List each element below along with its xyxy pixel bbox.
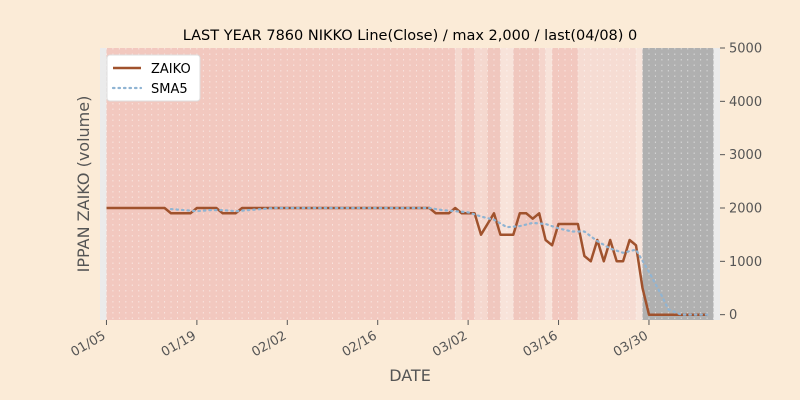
- legend-box: [106, 54, 201, 102]
- x-axis-label: DATE: [389, 366, 431, 385]
- shade-band-11: [636, 48, 643, 320]
- y-tick-label: 3000: [729, 148, 762, 163]
- x-tick-label: 03/02: [430, 328, 470, 360]
- legend: ZAIKO SMA5: [106, 54, 201, 102]
- x-tick-label: 03/16: [521, 328, 561, 360]
- x-tick-label: 02/16: [340, 328, 380, 360]
- x-tick-label: 01/19: [159, 328, 199, 360]
- y-axis-label: IPPAN ZAIKO (volume): [74, 96, 93, 273]
- shade-band-8: [545, 48, 553, 320]
- series-line-sma5: [169, 206, 709, 316]
- y-axis-ticks: 0 1000 2000 3000 4000 5000: [720, 42, 762, 323]
- y-tick-label: 2000: [729, 202, 762, 217]
- legend-label-sma5: SMA5: [151, 82, 188, 97]
- grid-dots: [105, 48, 715, 320]
- y-tick-label: 4000: [729, 95, 762, 110]
- y-tick-label: 1000: [729, 255, 762, 270]
- shade-band-5: [500, 48, 514, 320]
- y-tick-label: 5000: [729, 42, 762, 57]
- x-tick-label: 02/02: [249, 328, 289, 360]
- shade-band-3: [474, 48, 488, 320]
- y-tick-label: 0: [729, 308, 737, 323]
- x-tick-label: 03/30: [611, 328, 651, 360]
- series-layer: [106, 206, 709, 316]
- x-axis-ticks: 01/05 01/19 02/02 02/16 03/02 03/16 03/30: [69, 320, 651, 360]
- shade-band-4: [487, 48, 501, 320]
- legend-label-zaiko: ZAIKO: [151, 62, 191, 77]
- x-tick-label: 01/05: [69, 328, 109, 360]
- shade-band-1: [455, 48, 462, 320]
- shade-band-10: [577, 48, 637, 320]
- shade-band-2: [461, 48, 475, 320]
- shade-band-12: [642, 48, 714, 320]
- chart-title: LAST YEAR 7860 NIKKO Line(Close) / max 2…: [183, 28, 638, 44]
- shade-band-7: [539, 48, 546, 320]
